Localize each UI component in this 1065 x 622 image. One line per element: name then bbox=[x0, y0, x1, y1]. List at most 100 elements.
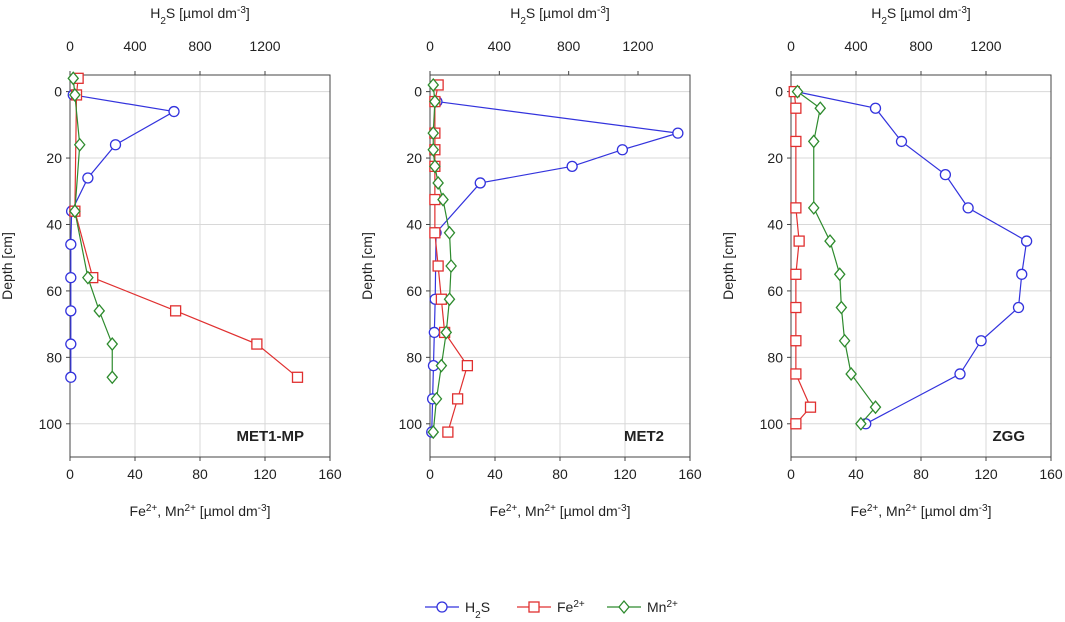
bottom-tick-label: 160 bbox=[678, 466, 702, 482]
legend-label: H2S bbox=[465, 599, 490, 621]
series-fe bbox=[69, 72, 304, 383]
depth-tick-label: 100 bbox=[399, 416, 423, 432]
y-axis-label: Depth [cm] bbox=[0, 232, 15, 300]
top-tick-label: 1200 bbox=[249, 38, 280, 54]
data-point-h2s bbox=[954, 368, 966, 380]
series-h2s bbox=[426, 95, 684, 438]
bottom-tick-label: 120 bbox=[974, 466, 998, 482]
legend-item-fe: Fe2+ bbox=[517, 599, 585, 616]
bottom-tick-label: 160 bbox=[1039, 466, 1063, 482]
series-h2s bbox=[65, 89, 180, 383]
data-point-fe bbox=[429, 227, 441, 239]
series-line-h2s bbox=[70, 94, 176, 378]
bottom-tick-label: 40 bbox=[127, 466, 143, 482]
bottom-tick-label: 80 bbox=[552, 466, 568, 482]
data-point-mn bbox=[427, 77, 440, 92]
panel-met1-mp: 0 40 80 120 160 0 400 800 1200 0 20 40 60 80 100 Fe2+, … bbox=[0, 5, 342, 520]
data-point-mn bbox=[440, 325, 453, 340]
data-point-mn bbox=[443, 292, 456, 307]
depth-tick-label: 40 bbox=[46, 216, 62, 232]
data-point-mn bbox=[835, 300, 848, 315]
data-point-mn bbox=[69, 204, 81, 219]
depth-tick-label: 20 bbox=[767, 150, 783, 166]
data-point-fe bbox=[432, 260, 444, 272]
data-point-mn bbox=[93, 303, 106, 318]
data-point-h2s bbox=[566, 160, 578, 172]
bottom-tick-label: 0 bbox=[426, 466, 434, 482]
bottom-tick-label: 40 bbox=[487, 466, 503, 482]
depth-tick-label: 80 bbox=[46, 349, 62, 365]
depth-tick-label: 100 bbox=[760, 416, 784, 432]
data-point-h2s bbox=[82, 172, 94, 184]
data-point-mn bbox=[429, 159, 441, 174]
data-point-h2s bbox=[869, 102, 882, 114]
series-mn bbox=[791, 84, 882, 431]
bottom-tick-label: 80 bbox=[913, 466, 929, 482]
legend-item-mn: Mn2+ bbox=[607, 599, 678, 616]
bottom-tick-label: 40 bbox=[848, 466, 864, 482]
bottom-tick-label: 120 bbox=[613, 466, 637, 482]
legend-label: Mn2+ bbox=[647, 599, 678, 616]
data-point-mn bbox=[67, 71, 80, 86]
legend-item-h2s: H2S bbox=[425, 599, 490, 621]
panel-met2: 0 40 80 120 160 0 400 800 1200 0 20 40 60 80 100 Fe2+, … bbox=[359, 5, 702, 520]
data-point-mn bbox=[106, 337, 119, 352]
data-point-h2s bbox=[109, 139, 122, 151]
x-axis-label-bottom: Fe2+, Mn2+ [µmol dm-3] bbox=[130, 503, 271, 520]
depth-tick-label: 60 bbox=[767, 283, 783, 299]
data-point-h2s bbox=[65, 271, 77, 284]
panel-zgg: 0 40 80 120 160 0 400 800 1200 0 20 40 60 80 100 Fe2+, … bbox=[720, 5, 1063, 520]
x-axis-label-bottom: Fe2+, Mn2+ [µmol dm-3] bbox=[490, 503, 631, 520]
depth-tick-label: 0 bbox=[414, 84, 422, 100]
legend-label: Fe2+ bbox=[557, 599, 585, 616]
legend: H2S Fe2+ Mn2+ bbox=[425, 599, 678, 621]
x-axis-label-top: H2S [µmol dm-3] bbox=[510, 5, 610, 27]
data-point-mn bbox=[432, 175, 444, 190]
series-line-mn bbox=[72, 78, 113, 378]
data-point-fe bbox=[790, 102, 802, 114]
top-tick-label: 400 bbox=[488, 38, 512, 54]
top-tick-label: 400 bbox=[123, 38, 147, 54]
depth-tick-label: 40 bbox=[406, 216, 422, 232]
data-point-h2s bbox=[1020, 235, 1033, 247]
data-point-mn bbox=[73, 137, 86, 152]
data-point-h2s bbox=[65, 371, 77, 383]
panel-label: MET2 bbox=[624, 428, 664, 445]
legend-marker-fe bbox=[528, 601, 540, 613]
data-point-fe bbox=[790, 301, 802, 314]
bottom-tick-label: 0 bbox=[66, 466, 74, 482]
data-point-mn bbox=[69, 87, 81, 102]
top-tick-label: 0 bbox=[66, 38, 74, 54]
data-point-fe bbox=[790, 418, 802, 430]
data-point-h2s bbox=[65, 305, 77, 317]
data-point-mn bbox=[430, 391, 443, 406]
data-point-mn bbox=[845, 366, 857, 381]
data-point-mn bbox=[443, 225, 456, 240]
depth-tick-label: 0 bbox=[775, 84, 783, 100]
top-tick-label: 1200 bbox=[970, 38, 1001, 54]
data-point-fe bbox=[790, 368, 802, 380]
bottom-tick-label: 160 bbox=[318, 466, 342, 482]
depth-tick-label: 20 bbox=[46, 150, 62, 166]
series-line-h2s bbox=[431, 100, 679, 433]
data-point-fe bbox=[804, 401, 817, 413]
data-point-mn bbox=[869, 400, 882, 415]
data-point-mn bbox=[427, 126, 440, 141]
panel-label: MET1-MP bbox=[237, 428, 305, 445]
top-tick-label: 0 bbox=[787, 38, 795, 54]
depth-tick-label: 0 bbox=[54, 84, 62, 100]
data-point-h2s bbox=[428, 326, 440, 339]
bottom-tick-label: 120 bbox=[253, 466, 277, 482]
depth-tick-label: 80 bbox=[406, 349, 422, 365]
data-point-fe bbox=[461, 360, 474, 372]
data-point-fe bbox=[251, 338, 263, 350]
data-point-mn bbox=[814, 101, 827, 116]
data-point-h2s bbox=[65, 338, 77, 350]
depth-tick-label: 100 bbox=[39, 416, 63, 432]
y-axis-label: Depth [cm] bbox=[359, 232, 375, 300]
data-point-fe bbox=[169, 305, 182, 317]
x-axis-label-top: H2S [µmol dm-3] bbox=[150, 5, 250, 27]
data-point-fe bbox=[291, 371, 304, 383]
data-point-h2s bbox=[1016, 268, 1028, 280]
